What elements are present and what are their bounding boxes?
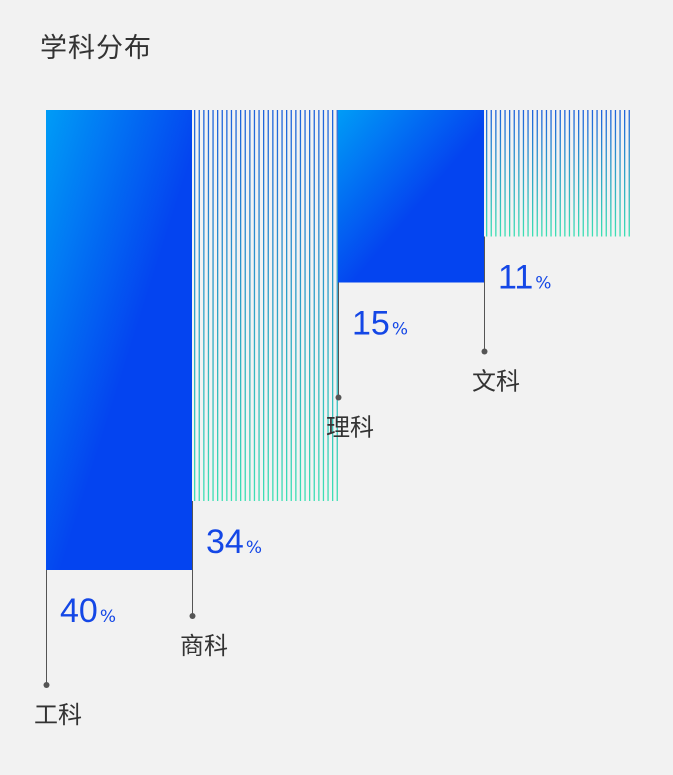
- leader-dot-2: [189, 613, 196, 619]
- bar-1: [46, 110, 192, 570]
- leader-dot-3: [335, 394, 342, 401]
- bar-3: [338, 110, 484, 283]
- value-label-4: 11%: [498, 259, 551, 297]
- value-label-3: 15%: [352, 305, 408, 343]
- leader-dot-4: [481, 348, 488, 355]
- category-label-2: 商科: [180, 632, 228, 660]
- leader-dot-1: [43, 682, 50, 688]
- value-label-2: 34%: [206, 523, 262, 561]
- bar-2: [194, 110, 338, 501]
- category-label-4: 文科: [472, 368, 520, 396]
- bar-4: [486, 110, 630, 237]
- category-label-1: 工科: [34, 701, 82, 729]
- category-label-3: 理科: [326, 414, 374, 442]
- value-label-1: 40%: [60, 592, 116, 630]
- chart-title: 学科分布: [40, 33, 152, 64]
